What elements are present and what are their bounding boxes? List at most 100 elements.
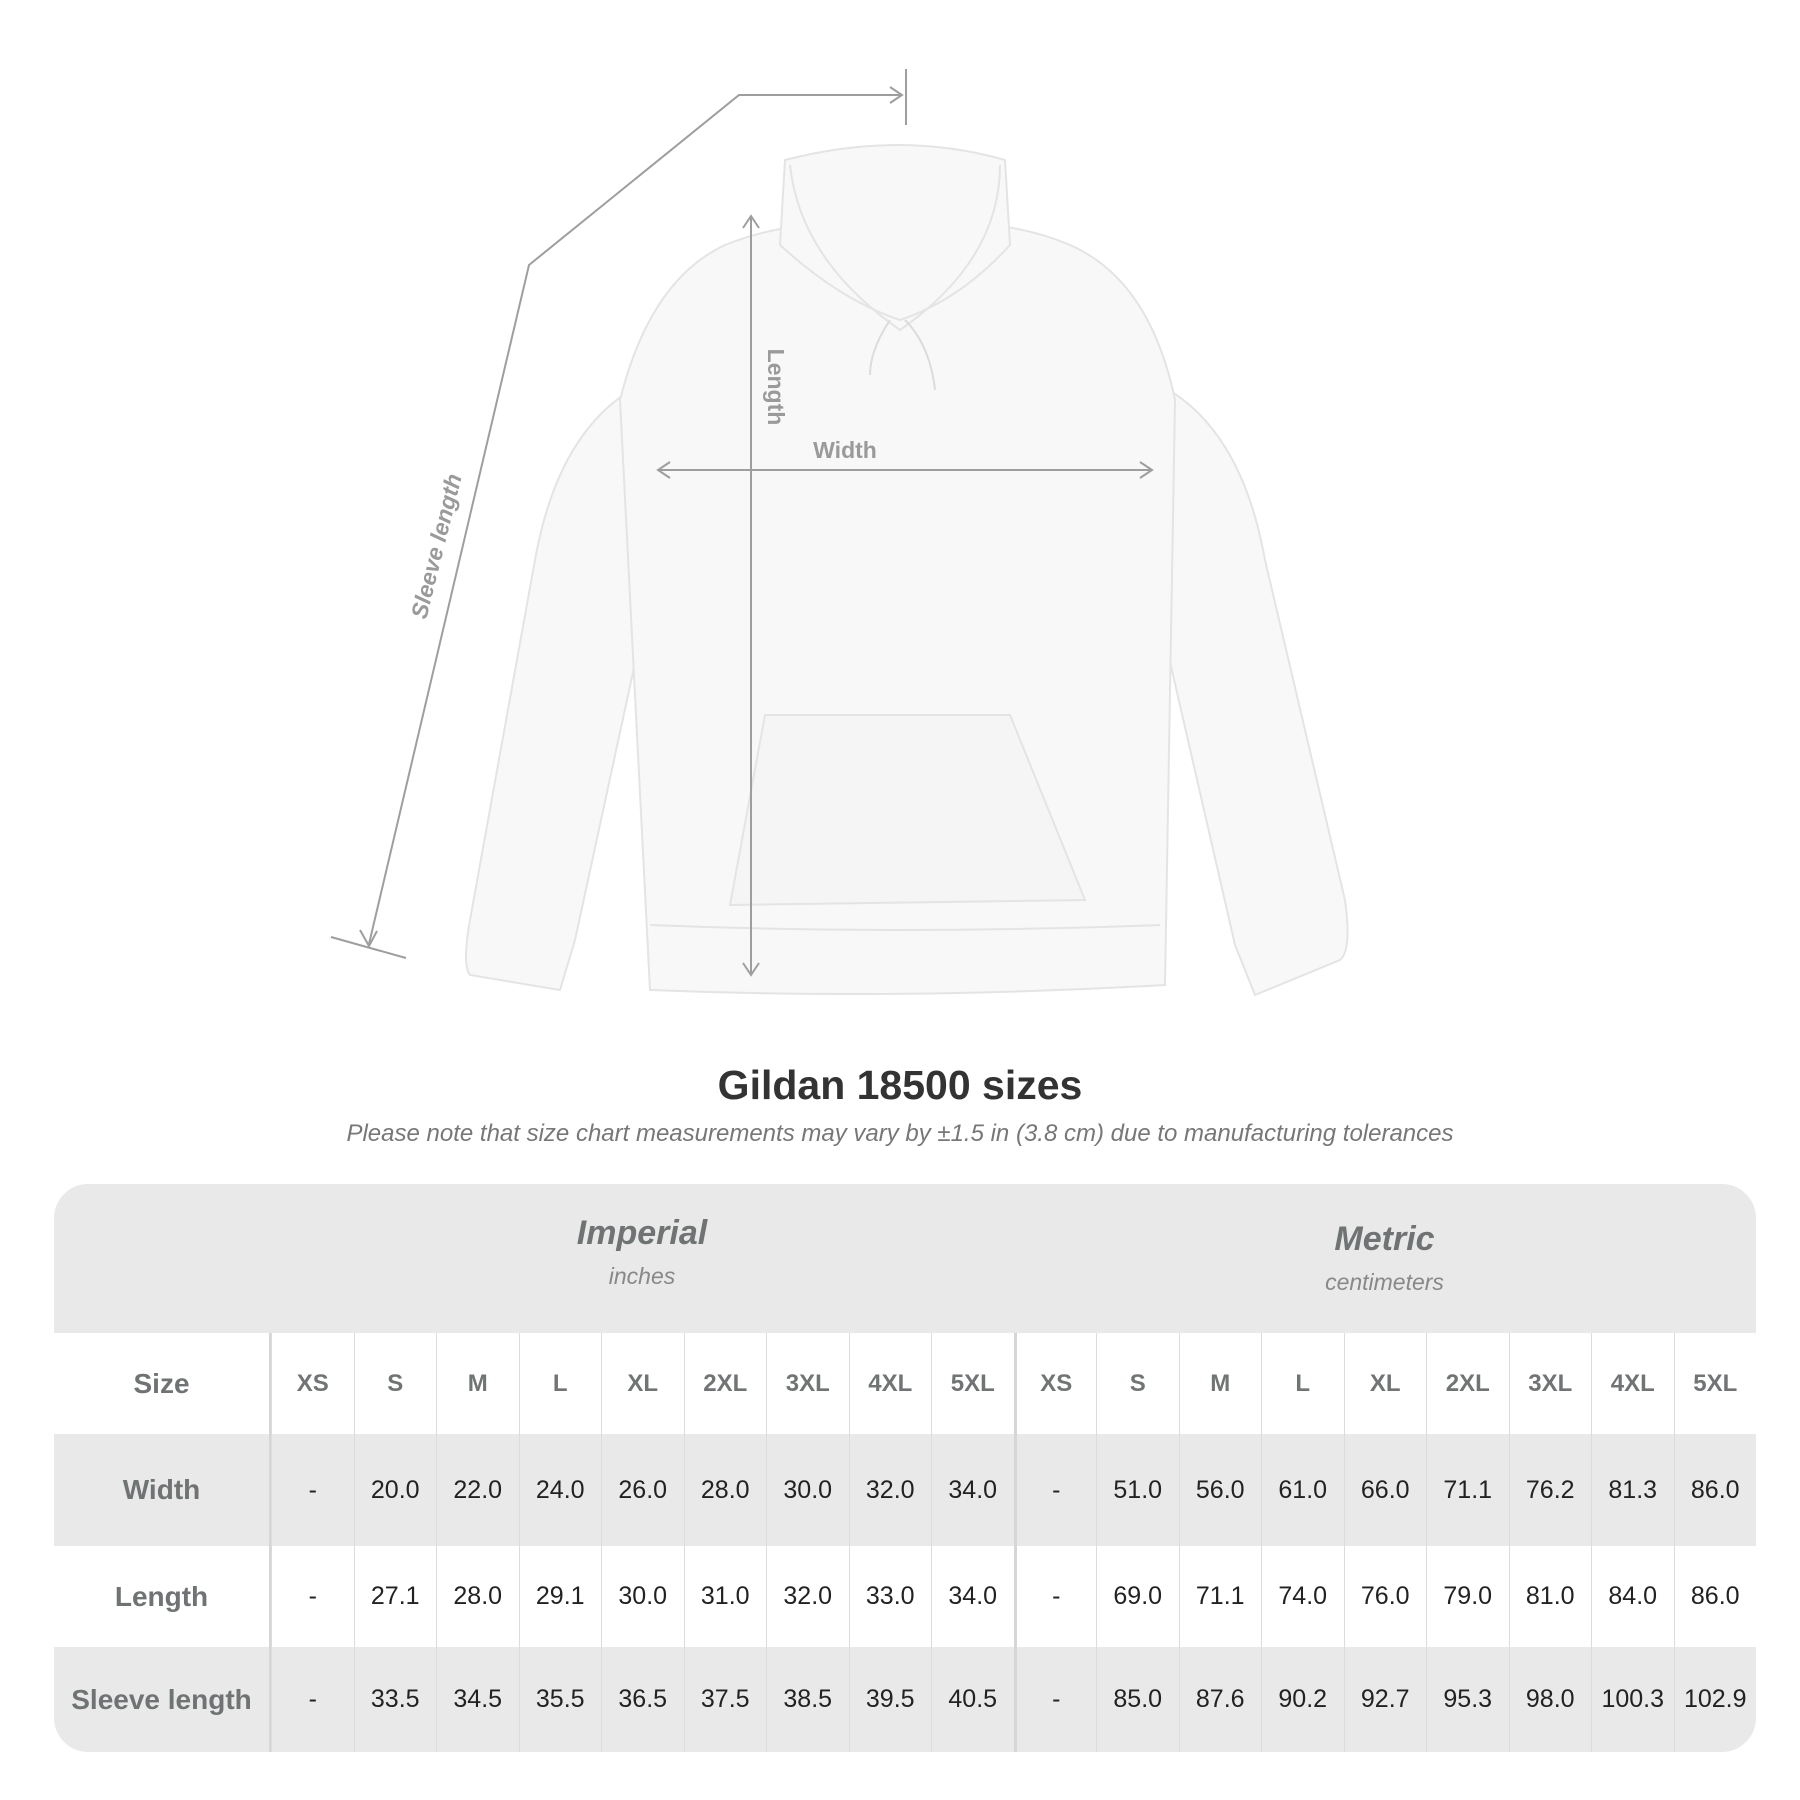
imperial-cell: 30.0 bbox=[766, 1434, 849, 1546]
imperial-cell: 34.5 bbox=[436, 1647, 519, 1752]
sleeve-bottom-tick bbox=[330, 936, 407, 959]
imperial-cell: - bbox=[271, 1434, 354, 1546]
metric-cell: 86.0 bbox=[1673, 1546, 1757, 1647]
size-column-header: 2XL bbox=[1426, 1333, 1509, 1434]
size-column-header: 5XL bbox=[931, 1333, 1014, 1434]
tolerance-note: Please note that size chart measurements… bbox=[346, 1120, 1454, 1147]
table-row: Width -20.0 22.0 24.0 26.0 28.0 30.0 32.0 34.0-5… bbox=[54, 1434, 1756, 1546]
metric-cell: - bbox=[1013, 1434, 1097, 1546]
size-column-header: 5XL bbox=[1673, 1333, 1757, 1434]
metric-cell: 90.2 bbox=[1261, 1647, 1344, 1752]
row-label: Length bbox=[54, 1546, 271, 1647]
size-column-header: XL bbox=[1343, 1333, 1427, 1434]
imperial-cell: 26.0 bbox=[601, 1434, 684, 1546]
size-column-header: 4XL bbox=[848, 1333, 932, 1434]
metric-cell: 92.7 bbox=[1343, 1647, 1427, 1752]
size-column-header: S bbox=[1096, 1333, 1179, 1434]
metric-header: Metric centimeters bbox=[1013, 1184, 1756, 1369]
size-column-header: M bbox=[436, 1333, 519, 1434]
imperial-cell: 34.0 bbox=[931, 1546, 1014, 1647]
hoodie-illustration bbox=[465, 144, 1349, 997]
metric-cell: 86.0 bbox=[1673, 1434, 1757, 1546]
metric-cell: 85.0 bbox=[1096, 1647, 1179, 1752]
imperial-cell: 20.0 bbox=[353, 1434, 437, 1546]
metric-cell: 81.0 bbox=[1508, 1546, 1592, 1647]
sleeve-length-line bbox=[368, 94, 900, 945]
length-label: Length bbox=[763, 349, 789, 426]
imperial-cell: - bbox=[271, 1647, 354, 1752]
metric-cell: 87.6 bbox=[1178, 1647, 1262, 1752]
size-header-label: Size bbox=[54, 1333, 271, 1434]
metric-cell: - bbox=[1013, 1647, 1097, 1752]
imperial-cell: 24.0 bbox=[518, 1434, 602, 1546]
size-column-header: S bbox=[353, 1333, 437, 1434]
metric-cell: 79.0 bbox=[1426, 1546, 1509, 1647]
metric-cell: 61.0 bbox=[1261, 1434, 1344, 1546]
size-column-header: 2XL bbox=[683, 1333, 767, 1434]
metric-cell: - bbox=[1013, 1546, 1097, 1647]
metric-cell: 66.0 bbox=[1343, 1434, 1427, 1546]
length-arrowheads bbox=[742, 214, 760, 977]
imperial-cell: 38.5 bbox=[766, 1647, 849, 1752]
imperial-cell: 29.1 bbox=[518, 1546, 602, 1647]
metric-cell: 71.1 bbox=[1426, 1434, 1509, 1546]
table-row: Sleeve length -33.5 34.5 35.5 36.5 37.5 38.5 39… bbox=[54, 1647, 1756, 1752]
imperial-cell: 32.0 bbox=[848, 1434, 932, 1546]
sleeve-length-label: Sleeve length bbox=[406, 471, 467, 621]
metric-cell: 74.0 bbox=[1261, 1546, 1344, 1647]
sleeve-arrowhead-top bbox=[889, 86, 904, 104]
row-label: Sleeve length bbox=[54, 1647, 271, 1752]
imperial-cell: 28.0 bbox=[683, 1434, 767, 1546]
imperial-unit: inches bbox=[608, 1263, 676, 1289]
imperial-cell: 39.5 bbox=[848, 1647, 932, 1752]
imperial-label: Imperial bbox=[576, 1214, 708, 1252]
imperial-cell: 30.0 bbox=[601, 1546, 684, 1647]
metric-cell: 76.2 bbox=[1508, 1434, 1592, 1546]
metric-label: Metric bbox=[1334, 1220, 1435, 1258]
metric-cell: 56.0 bbox=[1178, 1434, 1262, 1546]
metric-cell: 95.3 bbox=[1426, 1647, 1509, 1752]
imperial-cell: 36.5 bbox=[601, 1647, 684, 1752]
size-header-row: Size XS S M L XL 2XL 3XL 4XL 5XL XS S M L XL 2XL 3XL 4XL 5… bbox=[54, 1333, 1756, 1434]
sleeve-arrowhead-bottom bbox=[359, 929, 378, 949]
imperial-cell: - bbox=[271, 1546, 354, 1647]
imperial-cell: 33.0 bbox=[848, 1546, 932, 1647]
size-column-header: 3XL bbox=[1508, 1333, 1592, 1434]
imperial-cell: 35.5 bbox=[518, 1647, 602, 1752]
size-column-header: XS bbox=[271, 1333, 354, 1434]
size-column-header: XL bbox=[601, 1333, 684, 1434]
size-column-header: M bbox=[1178, 1333, 1262, 1434]
metric-cell: 51.0 bbox=[1096, 1434, 1179, 1546]
width-arrowheads bbox=[656, 461, 1154, 479]
metric-cell: 76.0 bbox=[1343, 1546, 1427, 1647]
metric-cell: 71.1 bbox=[1178, 1546, 1262, 1647]
metric-cell: 84.0 bbox=[1591, 1546, 1674, 1647]
imperial-cell: 28.0 bbox=[436, 1546, 519, 1647]
size-column-header: XS bbox=[1013, 1333, 1097, 1434]
imperial-cell: 31.0 bbox=[683, 1546, 767, 1647]
metric-cell: 81.3 bbox=[1591, 1434, 1674, 1546]
size-column-header: 4XL bbox=[1591, 1333, 1674, 1434]
imperial-cell: 22.0 bbox=[436, 1434, 519, 1546]
imperial-cell: 37.5 bbox=[683, 1647, 767, 1752]
chart-title: Gildan 18500 sizes bbox=[717, 1062, 1083, 1108]
metric-unit: centimeters bbox=[1325, 1269, 1444, 1295]
measurement-lines bbox=[330, 69, 1154, 977]
imperial-cell: 33.5 bbox=[353, 1647, 437, 1752]
metric-cell: 98.0 bbox=[1508, 1647, 1592, 1752]
metric-cell: 69.0 bbox=[1096, 1546, 1179, 1647]
hoodie-diagram: Sleeve length Length Width bbox=[330, 69, 1349, 997]
metric-cell: 100.3 bbox=[1591, 1647, 1674, 1752]
size-column-header: L bbox=[518, 1333, 602, 1434]
imperial-cell: 34.0 bbox=[931, 1434, 1014, 1546]
metric-cell: 102.9 bbox=[1673, 1647, 1757, 1752]
imperial-cell: 40.5 bbox=[931, 1647, 1014, 1752]
row-label: Width bbox=[54, 1434, 271, 1546]
width-label: Width bbox=[813, 437, 877, 463]
size-table: Imperial inches Metric centimeters Size X… bbox=[54, 1184, 1756, 1752]
imperial-header: Imperial inches bbox=[271, 1184, 1013, 1363]
imperial-cell: 32.0 bbox=[766, 1546, 849, 1647]
table-row: Length -27.1 28.0 29.1 30.0 31.0 32.0 33.0 34.0-… bbox=[54, 1546, 1756, 1647]
imperial-cell: 27.1 bbox=[353, 1546, 437, 1647]
size-column-header: 3XL bbox=[766, 1333, 849, 1434]
